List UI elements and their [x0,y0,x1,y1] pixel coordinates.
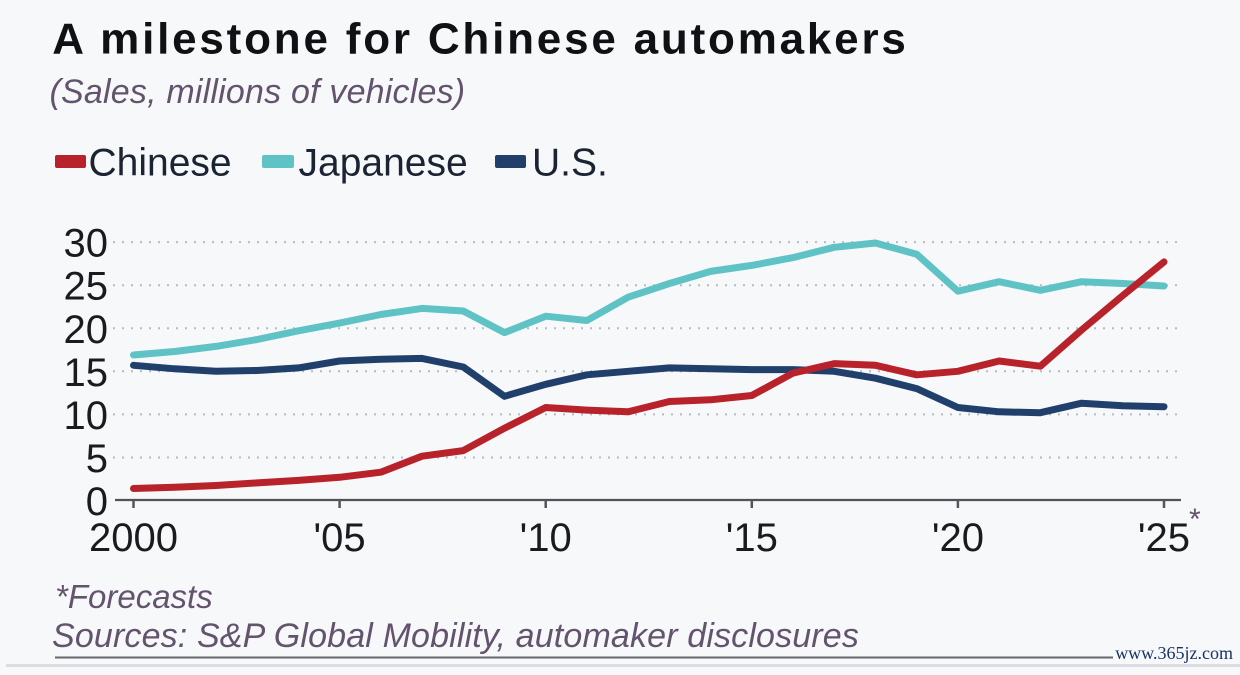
svg-text:15: 15 [64,351,109,395]
svg-text:20: 20 [64,308,109,352]
svg-text:www.365jz.com: www.365jz.com [1115,643,1233,663]
svg-text:5: 5 [86,437,108,481]
svg-text:25: 25 [64,265,109,309]
svg-text:*Forecasts: *Forecasts [55,578,213,615]
svg-text:2000: 2000 [89,516,178,560]
svg-text:U.S.: U.S. [532,142,608,185]
svg-text:'15: '15 [726,516,778,560]
svg-text:(Sales, millions of vehicles): (Sales, millions of vehicles) [50,73,466,111]
svg-text:30: 30 [64,222,109,266]
svg-text:Sources: S&P Global Mobility,: Sources: S&P Global Mobility, automaker … [52,617,859,655]
svg-text:'05: '05 [314,516,366,560]
svg-text:0: 0 [86,480,108,524]
svg-text:10: 10 [64,394,109,438]
svg-text:A milestone for Chinese automa: A milestone for Chinese automakers [52,15,908,64]
svg-text:Japanese: Japanese [299,142,468,185]
svg-text:'10: '10 [520,516,572,560]
svg-text:*: * [1189,503,1201,536]
svg-text:'25: '25 [1138,516,1190,560]
svg-text:'20: '20 [932,516,984,560]
svg-text:Chinese: Chinese [89,142,232,185]
